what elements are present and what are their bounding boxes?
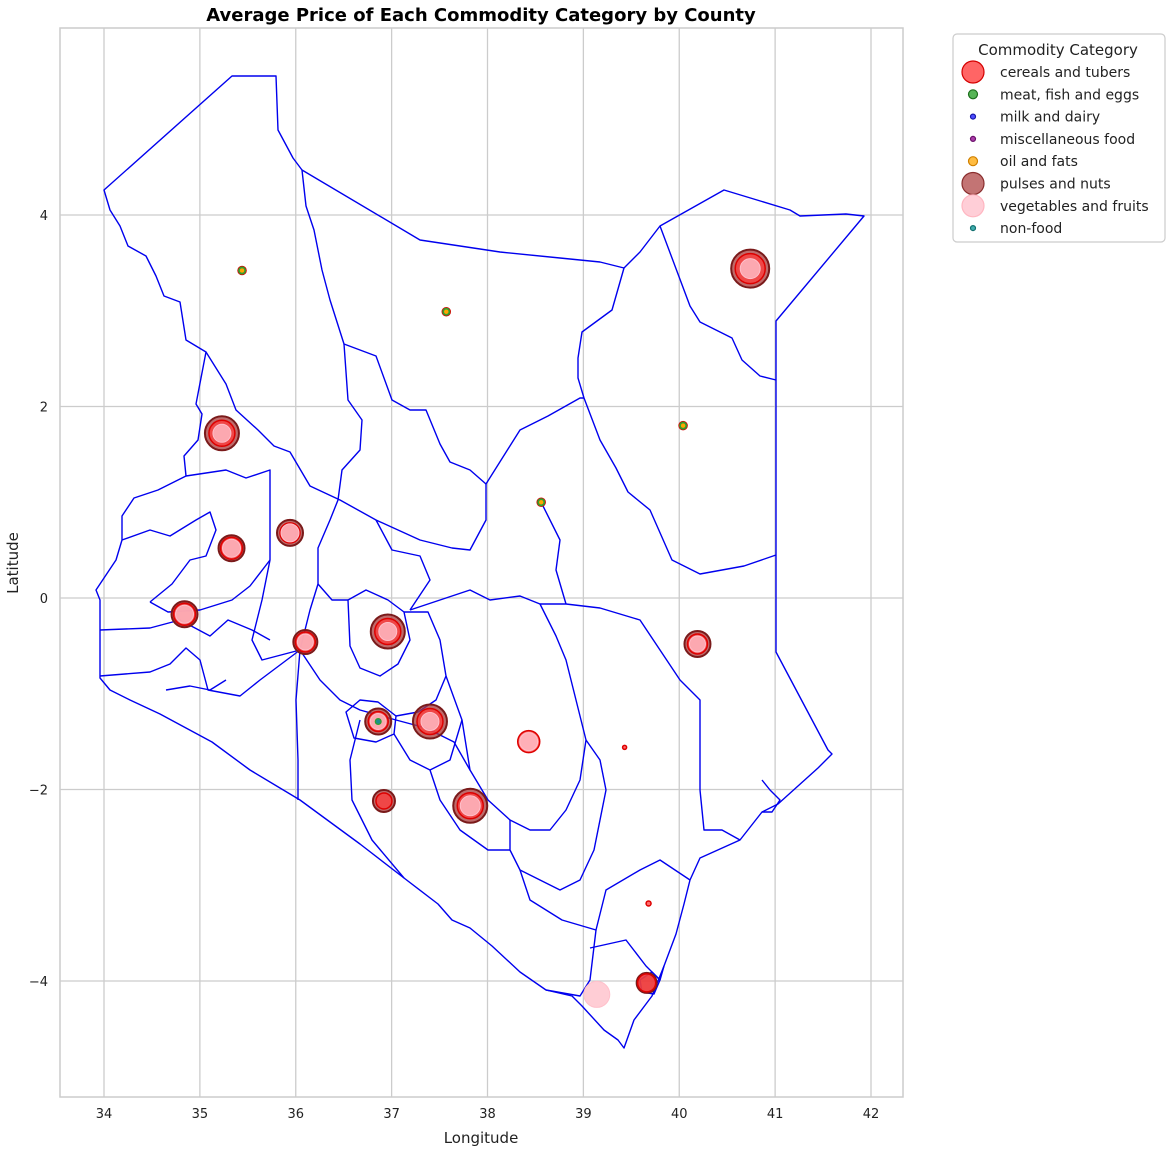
legend-marker <box>969 113 977 120</box>
marker-vegetables-and-fruits <box>420 712 440 732</box>
x-tick-label: 38 <box>479 1107 496 1122</box>
y-axis-label: Latitude <box>4 532 22 594</box>
marker-vegetables-and-fruits <box>296 633 314 651</box>
county-line-west1 <box>121 511 217 603</box>
marker-oil-and-fats <box>239 268 245 273</box>
county-boundaries <box>95 75 865 1049</box>
county-line-tana-east <box>699 789 741 841</box>
marker-cereals-and-tubers <box>636 973 657 993</box>
county-line-tana <box>509 739 607 891</box>
county-line-west3 <box>99 647 301 697</box>
legend-entries: cereals and tubers meat, fish and eggs mil… <box>961 60 1149 237</box>
marker-oil-and-fats <box>444 309 449 314</box>
county-line-east <box>485 397 584 485</box>
x-tick-label: 41 <box>767 1107 784 1122</box>
county-line-narok <box>295 649 301 800</box>
county-line-taita <box>519 859 691 931</box>
legend-marker <box>967 89 979 100</box>
marker-vegetables-and-fruits <box>739 258 761 280</box>
x-tick-label: 39 <box>575 1107 592 1122</box>
x-tick-label: 35 <box>192 1107 209 1122</box>
legend-marker <box>961 60 985 84</box>
county-line-kitui <box>445 603 587 831</box>
legend-label: vegetables and fruits <box>1000 199 1149 215</box>
plot-frame <box>59 27 904 1098</box>
legend-label: non-food <box>1000 221 1062 237</box>
legend-marker <box>961 194 985 218</box>
x-tick-label: 42 <box>863 1107 880 1122</box>
county-line-mt-kenya <box>347 589 411 677</box>
county-line-meru <box>409 589 701 790</box>
marker-vegetables-and-fruits <box>583 980 611 1008</box>
county-line-west4 <box>165 679 227 691</box>
y-tick-label: −4 <box>29 975 48 990</box>
marker-vegetables-and-fruits <box>175 604 195 624</box>
county-line-rift1 <box>299 343 471 771</box>
county-line-rift2 <box>185 469 301 661</box>
county-line-makueni <box>429 769 510 851</box>
chart-title: Average Price of Each Commodity Category… <box>206 5 756 26</box>
legend-label: miscellaneous food <box>1000 132 1135 148</box>
marker-cereals-and-tubers <box>621 744 628 751</box>
county-line-mandera <box>659 225 777 381</box>
y-tick-label: −2 <box>29 784 48 799</box>
county-line-kisii <box>149 559 271 613</box>
x-tick-label: 34 <box>96 1107 113 1122</box>
marker-vegetables-and-fruits <box>212 423 232 443</box>
y-axis-ticks: −4 −2 0 2 4 <box>29 209 48 990</box>
county-line-kajiado <box>349 719 405 879</box>
legend-label: pulses and nuts <box>1000 177 1111 193</box>
marker-vegetables-and-fruits <box>378 622 398 642</box>
county-line-central <box>205 351 487 551</box>
x-tick-label: 36 <box>287 1107 304 1122</box>
county-line-laikipia <box>375 519 431 611</box>
marker-vegetables-and-fruits <box>280 523 300 543</box>
legend-label: milk and dairy <box>1000 110 1100 126</box>
legend-marker <box>969 225 977 232</box>
legend-label: meat, fish and eggs <box>1000 87 1139 103</box>
legend-label: oil and fats <box>1000 154 1078 170</box>
legend-frame <box>952 33 1166 243</box>
county-line-northeast <box>577 267 777 575</box>
legend-marker <box>961 171 985 196</box>
y-tick-label: 4 <box>40 209 48 224</box>
legend-marker <box>969 135 977 142</box>
marker-vegetables-and-fruits <box>688 635 706 653</box>
country-outline <box>95 75 865 1049</box>
county-line-west2 <box>99 619 271 641</box>
marker-vegetables-and-fruits <box>459 795 481 817</box>
x-axis-ticks: 34 35 36 37 38 39 40 41 42 <box>96 1107 880 1122</box>
county-line-east2 <box>539 499 567 605</box>
county-line-lamu-coast <box>761 779 781 813</box>
legend-label: cereals and tubers <box>1000 65 1130 81</box>
data-markers <box>170 248 771 1008</box>
marker-vegetables-and-fruits <box>222 538 242 558</box>
county-line-nyandarua <box>317 583 348 601</box>
y-tick-label: 2 <box>40 401 48 416</box>
x-axis-label: Longitude <box>444 1129 519 1147</box>
grid-lines <box>60 28 903 1097</box>
marker-oil-and-fats <box>680 423 686 428</box>
marker-cereals-and-tubers <box>375 792 393 810</box>
y-tick-label: 0 <box>40 592 48 607</box>
legend-title: Commodity Category <box>978 41 1138 59</box>
x-tick-label: 40 <box>671 1107 688 1122</box>
marker-oil-and-fats <box>538 500 544 505</box>
county-line-nairobi <box>345 699 397 743</box>
marker-cereals-and-tubers <box>645 900 652 907</box>
x-tick-label: 37 <box>383 1107 400 1122</box>
marker-vegetables-and-fruits <box>519 732 539 752</box>
marker-non-food <box>375 719 381 724</box>
county-line-north <box>301 169 487 485</box>
county-line-kilifi <box>589 939 665 981</box>
legend-marker <box>967 156 979 167</box>
legend: Commodity Category cereals and tubers mea… <box>952 33 1166 243</box>
